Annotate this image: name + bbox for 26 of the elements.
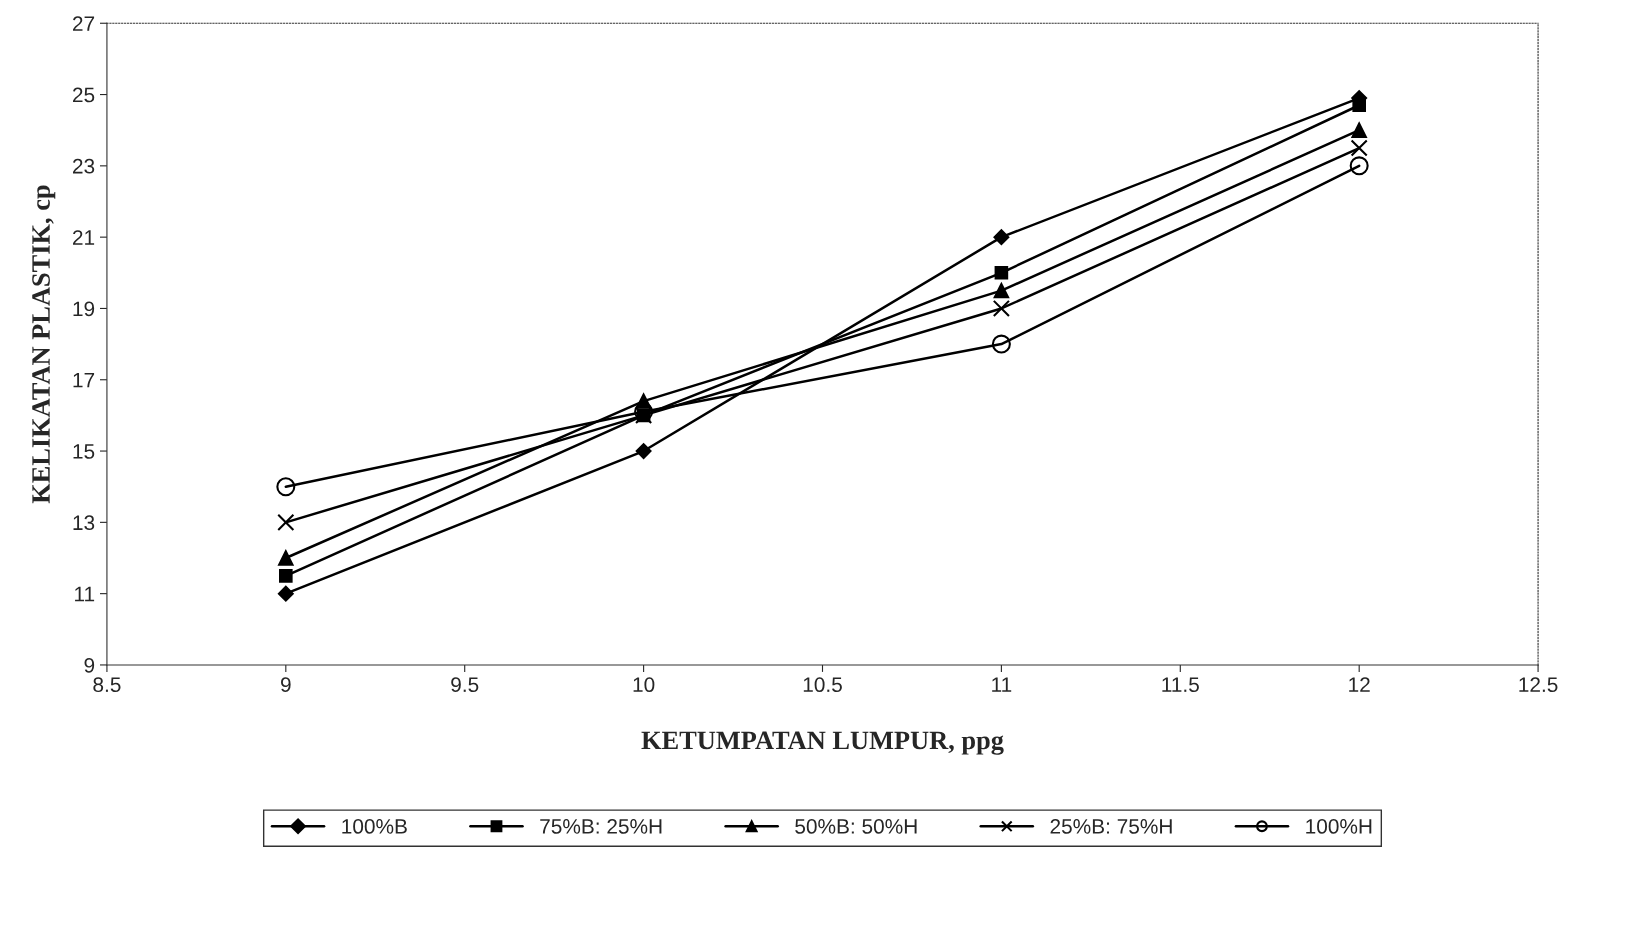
y-tick-label: 25: [73, 87, 95, 103]
y-tick-label: 15: [73, 444, 95, 459]
x-axis-title: KETUMPATAN LUMPUR, ppg: [641, 731, 1004, 755]
y-axis-title: KELIKATAN PLASTIK, cp: [32, 185, 56, 504]
y-tick-label: 9: [84, 657, 95, 673]
x-tick-label: 12.5: [1519, 677, 1558, 693]
y-tick-label: 11: [75, 586, 95, 602]
legend-label: 25%B: 75%H: [1050, 819, 1172, 834]
y-tick-label: 17: [73, 372, 95, 388]
legend-label: 100%B: [342, 819, 407, 834]
y-tick-label: 19: [73, 301, 95, 317]
x-tick-label: 8.5: [93, 677, 121, 693]
x-tick-label: 12: [1349, 677, 1370, 692]
x-tick-label: 10: [633, 677, 655, 693]
x-tick-label: 9: [281, 677, 291, 693]
y-tick-label: 27: [73, 16, 95, 31]
x-tick-label: 11: [992, 677, 1012, 692]
x-tick-label: 9.5: [451, 677, 479, 693]
y-tick-label: 13: [73, 515, 95, 531]
y-tick-label: 21: [73, 230, 95, 245]
x-tick-label: 10.5: [803, 677, 842, 693]
x-tick-label: 11.5: [1162, 677, 1199, 693]
legend-label: 100%H: [1306, 819, 1372, 834]
legend-label: 75%B: 25%H: [540, 819, 662, 834]
y-tick-label: 23: [73, 158, 95, 174]
legend-label: 50%B: 50%H: [795, 819, 917, 834]
